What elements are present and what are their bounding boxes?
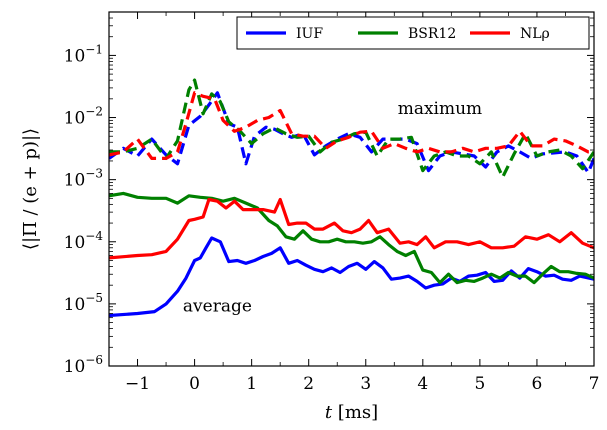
y-tick-base: 10: [64, 171, 86, 191]
series-line-2: [109, 191, 594, 285]
y-axis-label: ⟨|Π / (e + p)|⟩: [20, 128, 41, 250]
legend-label-0: IUF: [296, 26, 323, 42]
y-tick-label: 10−1: [64, 42, 103, 66]
x-tick-label: 0: [189, 374, 200, 394]
series-layer: [109, 78, 594, 318]
y-tick-label: 10−3: [64, 167, 103, 191]
y-tick-base: 10: [64, 46, 86, 66]
series-line-5: [109, 91, 594, 160]
series-line-0: [109, 236, 594, 318]
x-tick-label: 5: [474, 374, 485, 394]
x-axis-label-var: t: [325, 402, 333, 423]
y-tick-exp: −1: [85, 42, 103, 56]
y-tick-label: 10−4: [64, 229, 104, 253]
annotation-maximum: maximum: [398, 99, 482, 119]
labels-layer: −1 0 1 2 3 4 5 6 710−610−510−410−310−210−1t [ms]…: [20, 42, 599, 423]
x-tick-label: 7: [589, 374, 600, 394]
x-tick-label: 6: [532, 374, 543, 394]
x-tick-label: 2: [303, 374, 314, 394]
x-tick-label: 4: [417, 374, 428, 394]
y-tick-base: 10: [64, 109, 86, 129]
x-tick-label: −1: [125, 374, 150, 394]
y-tick-exp: −5: [85, 291, 103, 305]
series-line-3: [109, 78, 594, 179]
series-line-4: [109, 197, 594, 260]
x-axis-label: t [ms]: [325, 402, 378, 423]
y-tick-base: 10: [64, 357, 86, 377]
legend: IUF BSR12 NLρ: [236, 16, 590, 50]
y-tick-label: 10−5: [64, 291, 103, 315]
y-tick-base: 10: [64, 295, 86, 315]
x-axis-label-unit: [ms]: [332, 402, 378, 423]
y-tick-exp: −2: [85, 105, 103, 119]
y-tick-base: 10: [64, 233, 86, 253]
annotation-average: average: [183, 297, 252, 317]
y-tick-label: 10−6: [64, 353, 103, 377]
x-tick-label: 1: [246, 374, 257, 394]
legend-label-1: BSR12: [408, 26, 456, 42]
legend-box: [236, 16, 590, 50]
x-tick-label: 3: [360, 374, 371, 394]
y-tick-exp: −4: [85, 229, 103, 243]
y-tick-label: 10−2: [64, 105, 103, 129]
y-tick-exp: −6: [85, 353, 103, 367]
y-tick-exp: −3: [85, 167, 103, 181]
legend-label-2: NLρ: [520, 26, 550, 42]
ticks-layer: [108, 11, 595, 367]
plot-frame: [108, 11, 595, 367]
